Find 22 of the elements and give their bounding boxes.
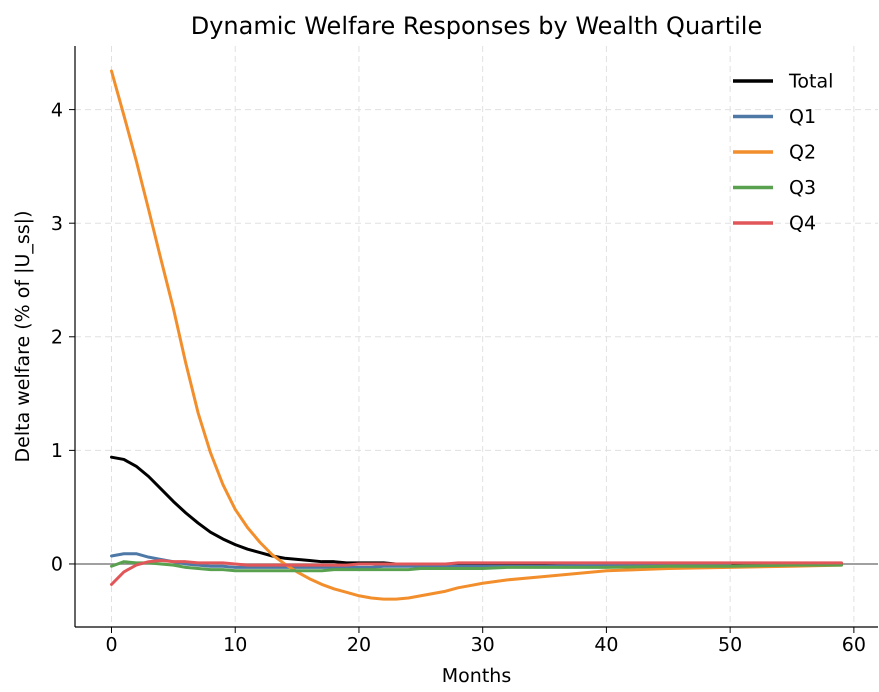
x-tick-label: 10 <box>223 634 248 656</box>
y-axis-title: Delta welfare (% of |U_ss|) <box>12 210 34 462</box>
x-tick-label: 20 <box>346 634 372 656</box>
legend-label: Q3 <box>789 177 816 200</box>
x-tick-label: 40 <box>594 634 619 656</box>
x-tick-label: 60 <box>842 634 866 656</box>
legend-label: Total <box>788 70 834 93</box>
legend-label: Q1 <box>789 106 816 128</box>
legend-label: Q2 <box>789 142 816 164</box>
y-tick-label: 4 <box>50 99 63 122</box>
legend-label: Q4 <box>789 212 816 235</box>
y-tick-label: 2 <box>50 326 63 348</box>
y-tick-label: 3 <box>50 212 63 235</box>
line-series <box>110 560 843 572</box>
line-series <box>110 559 843 586</box>
x-axis-title: Months <box>442 665 512 687</box>
x-tick-label: 0 <box>105 634 118 656</box>
chart-title: Dynamic Welfare Responses by Wealth Quartile <box>190 12 762 40</box>
x-tick-label: 30 <box>470 634 495 656</box>
y-tick-label: 0 <box>50 554 63 576</box>
y-tick-label: 1 <box>50 440 63 462</box>
x-tick-label: 50 <box>718 634 742 656</box>
